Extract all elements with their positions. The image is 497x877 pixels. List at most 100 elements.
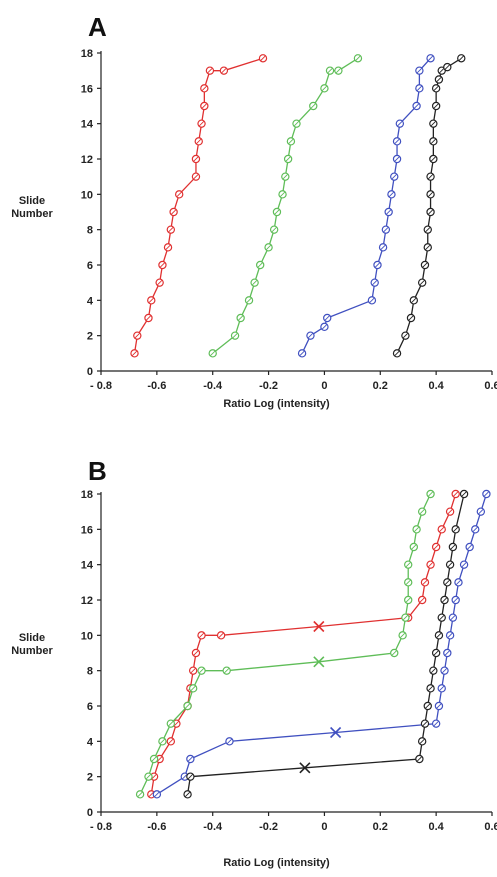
data-point-slash [380,244,386,250]
data-point-slash [193,156,199,162]
data-point [454,578,463,587]
data-point [197,119,206,128]
data-point-slash [425,244,431,250]
data-point-slash [388,191,394,197]
data-point-slash [439,68,445,74]
data-point-slash [439,615,445,621]
data-point [437,613,446,622]
x-tick-label: -0.2 [259,821,278,833]
data-point-slash [428,685,434,691]
data-point-slash [422,262,428,268]
data-point-slash [419,509,425,515]
data-point-slash [433,721,439,727]
data-point-slash [151,756,157,762]
data-point [420,719,430,728]
data-point [415,84,424,93]
panel-letter: A [88,12,107,42]
data-point [409,296,418,305]
data-point-slash [299,350,305,356]
data-point-slash [394,138,400,144]
data-point-slash [168,227,174,233]
data-point [392,349,402,358]
data-point-slash [453,491,459,497]
data-point-slash [436,703,442,709]
data-point-slash [400,632,406,638]
y-tick-label: 16 [81,524,93,536]
data-point [443,648,452,658]
data-point-slash [444,650,450,656]
x-axis-label: Ratio Log (intensity) [223,398,330,410]
data-point-slash [416,85,422,91]
y-tick-label: 4 [87,295,94,307]
y-tick-label: 18 [81,489,93,501]
y-tick-label: 0 [87,807,93,819]
data-point [451,525,460,534]
data-point [378,243,388,252]
data-point [373,260,382,270]
data-point-slash [425,227,431,233]
series-line [212,57,359,354]
data-point-slash [386,209,392,215]
x-tick-label: - 0.8 [90,380,112,392]
data-point-slash [478,509,484,515]
data-point-slash [199,632,205,638]
data-point-slash [442,668,448,674]
x-axis-label: Ratio Log (intensity) [223,857,330,869]
data-point [158,260,167,270]
series-line [139,493,432,795]
data-point [412,101,421,111]
data-point-slash [402,615,408,621]
data-point [370,278,379,287]
data-point [230,331,240,340]
data-point-slash [226,738,232,744]
data-point-x-marker [299,762,311,774]
data-point [236,313,245,323]
x-tick-label: 0 [321,821,327,833]
data-point [392,137,402,146]
data-point-slash [224,668,230,674]
data-point [200,101,209,111]
data-point-slash [159,262,165,268]
data-point-slash [148,297,154,303]
chart-panel-b: B 0 2 4 6 8 10 12 14 16 18 - 0.8 -0.6 -0.4 -0.2 0 0.2 0.4… [0,440,497,877]
data-point [191,154,201,164]
data-point-slash [414,103,420,109]
data-point [426,172,435,181]
data-point [191,648,201,658]
data-point-slash [442,597,448,603]
data-point-slash [414,526,420,532]
data-point-slash [137,791,143,797]
data-point [423,701,432,711]
series-line [396,57,462,354]
data-point-slash [196,138,202,144]
data-point [188,684,198,693]
data-point [451,489,460,499]
data-point-slash [131,350,138,356]
data-point [434,75,444,84]
data-point [367,296,377,305]
data-point-slash [430,668,436,674]
series-line [301,57,432,354]
x-marker-stroke [299,762,311,774]
y-tick-label: 2 [87,772,93,784]
data-point-slash [430,138,436,144]
data-point [166,225,176,234]
data-point [404,595,413,605]
data-point [149,754,159,764]
y-tick-label: 10 [81,630,93,642]
data-point [255,260,265,270]
data-point-slash [285,156,291,162]
x-tick-label: 0.4 [428,821,444,833]
data-point-slash [369,297,375,303]
panel-letter: B [88,456,107,486]
data-point [404,578,413,587]
data-point [437,684,446,693]
data-point [406,313,416,323]
y-tick-label: 8 [87,225,93,237]
data-point [269,225,279,234]
data-point-slash [394,156,400,162]
data-point-slash [428,491,434,497]
data-point [443,62,452,72]
data-point-slash [274,209,280,215]
data-point-slash [439,685,445,691]
